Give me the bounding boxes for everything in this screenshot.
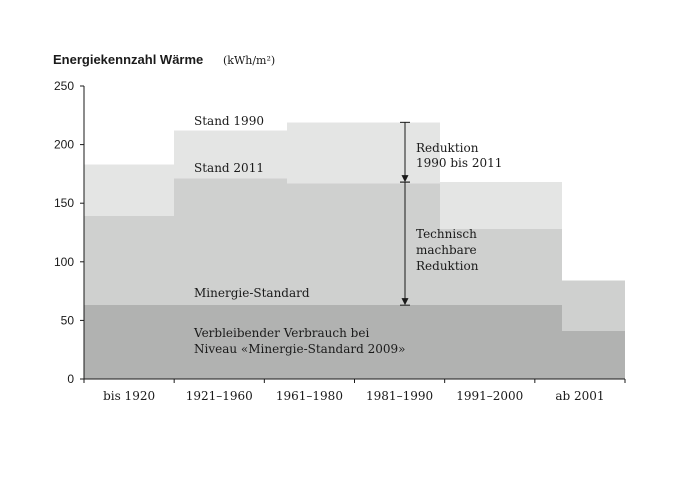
x-axis: bis 1920 1921–1960 1961–1980 1981–1990 1991–… [83,378,626,403]
label-remaining-line2: Niveau «Minergie-Standard 2009» [194,342,406,356]
label-stand-1990: Stand 1990 [194,114,264,128]
y-tick-label: 100 [54,255,74,269]
chart-title: Energiekennzahl Wärme [53,52,203,67]
series-minergie-standard [84,305,625,379]
area-step-5 [440,305,562,379]
label-reduction-line2: 1990 bis 2011 [416,156,502,170]
x-category-label: ab 2001 [555,389,604,403]
x-category-label: 1921–1960 [186,389,253,403]
arrows [400,121,410,306]
chart-unit: (kWh/m²) [223,54,275,67]
y-tick-label: 0 [67,372,74,386]
label-stand-2011: Stand 2011 [194,161,264,175]
label-remaining-line1: Verbleibender Verbrauch bei [193,326,369,340]
area-step-3 [286,305,423,379]
area-step-4 [422,305,441,379]
area-step-2 [174,305,287,379]
y-tick-label: 200 [54,138,74,152]
label-technical-line3: Reduktion [416,259,479,273]
x-category-label: 1961–1980 [276,389,343,403]
label-technical-line1: Technisch [416,227,477,241]
area-step-1 [84,305,175,379]
y-tick-label: 250 [54,79,74,93]
y-tick-label: 50 [61,313,75,327]
annotations: Stand 1990 Stand 2011 Minergie-Standard … [193,114,502,356]
label-technical-line2: machbare [416,243,477,257]
label-minergie-standard: Minergie-Standard [194,286,310,300]
y-tick-label: 150 [54,196,74,210]
x-category-label: 1991–2000 [456,389,523,403]
x-category-label: 1981–1990 [366,389,433,403]
label-reduction-line1: Reduktion [416,141,479,155]
x-category-label: bis 1920 [103,389,155,403]
y-axis: 0 50 100 150 200 250 [54,79,85,386]
area-layers [84,122,625,379]
technical-reduction-arrow [400,181,410,306]
area-step-6 [561,330,625,379]
